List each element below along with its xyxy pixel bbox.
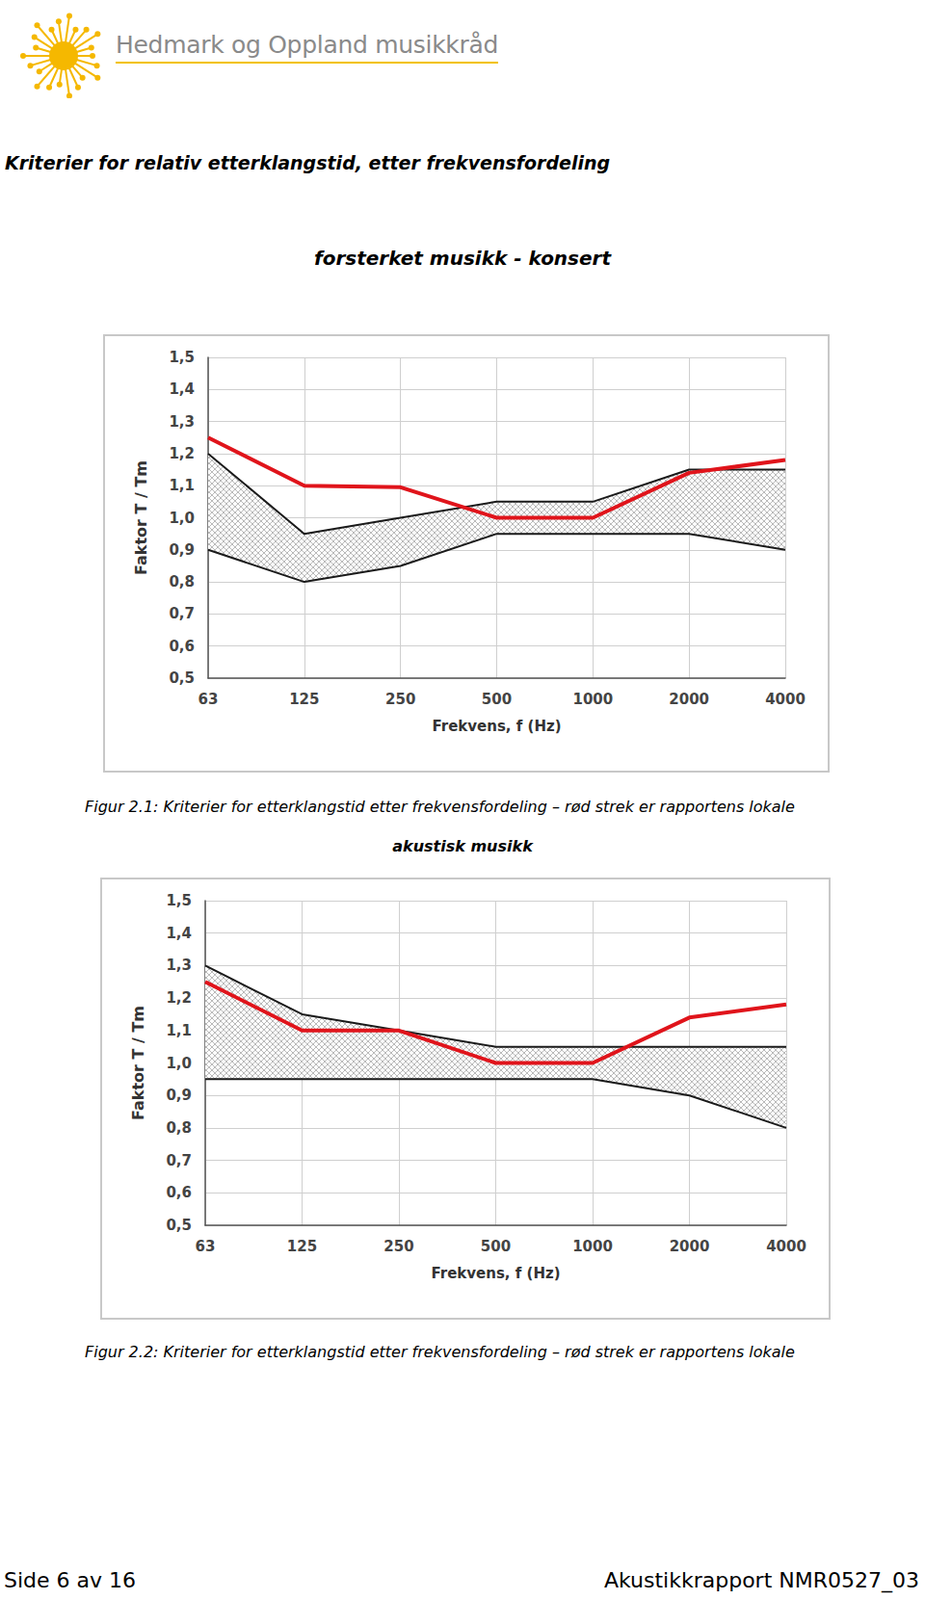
html-text:Figur 2.1: Kriterier for etter: Figur 2.1: Kriterier for etterklangstid … bbox=[84, 797, 795, 817]
svg-text:0,5: 0,5 bbox=[168, 669, 195, 688]
svg-text:1,3: 1,3 bbox=[168, 413, 195, 431]
html-text:forsterket musikk - konsert: forsterket musikk - konsert bbox=[314, 246, 611, 270]
svg-text:0,6: 0,6 bbox=[165, 1184, 192, 1202]
svg-text:500: 500 bbox=[481, 690, 512, 709]
html-text:Side 6 av 16: Side 6 av 16 bbox=[3, 1568, 136, 1593]
svg-text:2000: 2000 bbox=[669, 1238, 711, 1256]
svg-text:0,9: 0,9 bbox=[168, 541, 195, 559]
svg-text:Frekvens, f (Hz): Frekvens, f (Hz) bbox=[431, 717, 561, 736]
html-text:Figur 2.2: Kriterier for etter: Figur 2.2: Kriterier for etterklangstid … bbox=[84, 1343, 795, 1362]
svg-text:125: 125 bbox=[287, 1238, 318, 1256]
svg-text:0,6: 0,6 bbox=[168, 637, 195, 656]
svg-text:0,9: 0,9 bbox=[165, 1086, 192, 1105]
svg-text:1000: 1000 bbox=[572, 1238, 613, 1256]
svg-text:1,4: 1,4 bbox=[165, 925, 192, 943]
svg-text:1,0: 1,0 bbox=[168, 509, 195, 528]
svg-text:63: 63 bbox=[198, 690, 219, 709]
svg-text:1,5: 1,5 bbox=[165, 892, 192, 910]
svg-text:4000: 4000 bbox=[766, 1238, 807, 1256]
svg-text:500: 500 bbox=[480, 1238, 511, 1256]
html-text:Kriterier for relativ etterkla: Kriterier for relativ etterklangstid, et… bbox=[4, 152, 611, 174]
svg-text:0,8: 0,8 bbox=[168, 573, 195, 591]
svg-text:1,0: 1,0 bbox=[165, 1055, 192, 1073]
svg-text:1,1: 1,1 bbox=[168, 476, 195, 495]
html-text:Hedmark og Oppland musikkråd: Hedmark og Oppland musikkråd bbox=[115, 30, 499, 59]
svg-text:1,5: 1,5 bbox=[168, 348, 195, 367]
svg-text:1,1: 1,1 bbox=[165, 1022, 192, 1040]
svg-text:Faktor T / Tm: Faktor T / Tm bbox=[129, 1005, 148, 1121]
svg-text:1,3: 1,3 bbox=[165, 956, 192, 975]
svg-text:4000: 4000 bbox=[765, 690, 806, 709]
svg-text:250: 250 bbox=[383, 1238, 414, 1256]
svg-text:63: 63 bbox=[195, 1238, 216, 1256]
svg-text:1000: 1000 bbox=[572, 690, 613, 709]
svg-text:0,8: 0,8 bbox=[165, 1119, 192, 1137]
svg-text:1,4: 1,4 bbox=[168, 380, 195, 398]
svg-text:125: 125 bbox=[289, 690, 319, 709]
svg-text:1,2: 1,2 bbox=[165, 989, 192, 1007]
svg-text:0,7: 0,7 bbox=[165, 1152, 192, 1170]
svg-text:1,2: 1,2 bbox=[168, 445, 195, 463]
svg-text:Faktor T / Tm: Faktor T / Tm bbox=[132, 460, 151, 576]
svg-text:2000: 2000 bbox=[668, 690, 710, 709]
svg-text:250: 250 bbox=[385, 690, 416, 709]
svg-text:Frekvens, f (Hz): Frekvens, f (Hz) bbox=[430, 1265, 560, 1283]
html-text:akustisk musikk: akustisk musikk bbox=[392, 837, 533, 856]
svg-text:0,5: 0,5 bbox=[165, 1216, 192, 1235]
html-text:Akustikkrapport NMR0527_03: Akustikkrapport NMR0527_03 bbox=[604, 1568, 920, 1593]
svg-text:0,7: 0,7 bbox=[168, 605, 195, 623]
